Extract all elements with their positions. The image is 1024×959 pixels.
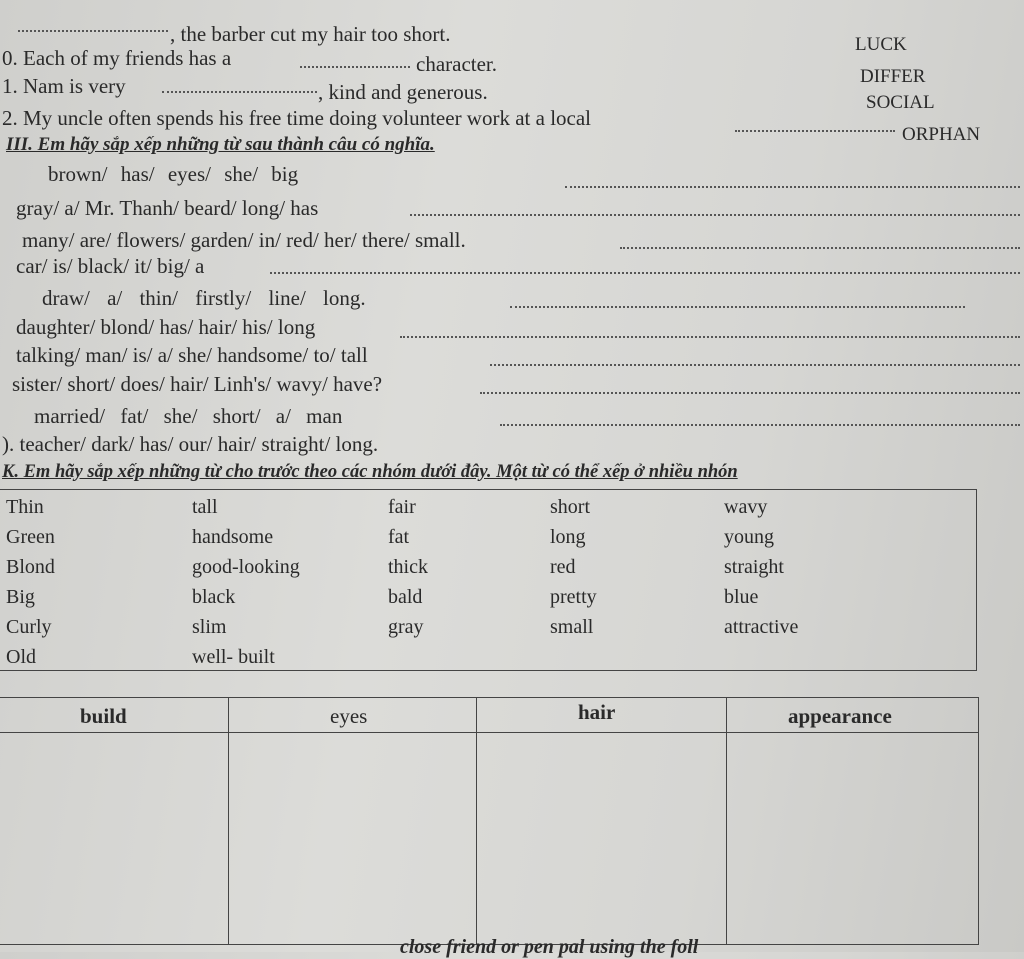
category-table: build eyes hair appearance [0, 697, 979, 945]
word-bank-item: LUCK [855, 34, 907, 55]
word: good-looking [192, 556, 300, 578]
word: wavy [724, 496, 768, 518]
word-bank-item: DIFFER [860, 66, 926, 87]
header-appearance: appearance [788, 704, 892, 728]
word: well- built [192, 646, 275, 668]
header-build: build [80, 704, 127, 728]
word: fair [388, 496, 416, 518]
word-column: short long red pretty small [550, 492, 597, 642]
word: young [724, 526, 774, 548]
header-eyes: eyes [330, 704, 368, 728]
section-heading: III. Em hãy sắp xếp những từ sau thành c… [6, 134, 435, 155]
word: tall [192, 496, 218, 518]
scramble-item: ). teacher/ dark/ has/ our/ hair/ straig… [2, 432, 379, 456]
section-heading: K. Em hãy sắp xếp những từ cho trước the… [2, 462, 738, 482]
sentence-9: , the barber cut my hair too short. [170, 22, 451, 46]
word: black [192, 586, 236, 608]
column-divider [476, 698, 477, 944]
answer-line[interactable] [410, 214, 1020, 216]
answer-line[interactable] [480, 392, 1020, 394]
word: Thin [6, 496, 44, 518]
word-column: fair fat thick bald gray [388, 492, 428, 642]
word: Old [6, 646, 36, 668]
word: pretty [550, 586, 597, 608]
sentence-11-suffix: , kind and generous. [318, 80, 488, 104]
word: short [550, 496, 590, 518]
table-header-row [0, 698, 978, 733]
answer-line[interactable] [400, 336, 1020, 338]
word: small [550, 616, 594, 638]
word: fat [388, 526, 410, 548]
word: Blond [6, 556, 55, 578]
scramble-item: brown/ has/ eyes/ she/ big [48, 162, 299, 186]
scramble-item: many/ are/ flowers/ garden/ in/ red/ her… [22, 228, 466, 252]
word: red [550, 556, 576, 578]
answer-blank[interactable] [18, 30, 168, 32]
word: bald [388, 586, 423, 608]
sentence-10-prefix: 0. Each of my friends has a [2, 46, 232, 70]
answer-line[interactable] [620, 247, 1020, 249]
sentence-11-prefix: 1. Nam is very [2, 74, 126, 98]
answer-blank[interactable] [300, 66, 410, 68]
scramble-item: married/ fat/ she/ short/ a/ man [34, 404, 343, 428]
scramble-item: car/ is/ black/ it/ big/ a [16, 254, 205, 278]
word-column: tall handsome good-looking black slim we… [192, 492, 300, 672]
word: slim [192, 616, 227, 638]
word: straight [724, 556, 784, 578]
word: Green [6, 526, 55, 548]
word: blue [724, 586, 759, 608]
word-column: wavy young straight blue attractive [724, 492, 798, 642]
column-divider [228, 698, 229, 944]
scramble-item: talking/ man/ is/ a/ she/ handsome/ to/ … [16, 343, 368, 367]
scramble-item: daughter/ blond/ has/ hair/ his/ long [16, 315, 316, 339]
next-instruction-fragment: close friend or pen pal using the foll [400, 936, 699, 958]
scramble-item: gray/ a/ Mr. Thanh/ beard/ long/ has [16, 196, 319, 220]
word: long [550, 526, 586, 548]
word: thick [388, 556, 428, 578]
word-bank-item: SOCIAL [866, 92, 935, 113]
word-bank-item: ORPHAN [902, 124, 981, 145]
answer-line[interactable] [270, 272, 1020, 274]
column-divider [726, 698, 727, 944]
word-column: Thin Green Blond Big Curly Old [6, 492, 55, 672]
word-list-box: Thin Green Blond Big Curly Old tall hand… [0, 489, 977, 671]
word: Curly [6, 616, 52, 638]
word: attractive [724, 616, 799, 638]
answer-line[interactable] [490, 364, 1020, 366]
answer-line[interactable] [500, 424, 1020, 426]
word: gray [388, 616, 424, 638]
sentence-12: 2. My uncle often spends his free time d… [2, 106, 592, 130]
scramble-item: sister/ short/ does/ hair/ Linh's/ wavy/… [12, 372, 383, 396]
answer-line[interactable] [565, 186, 1020, 188]
sentence-10-suffix: character. [416, 52, 498, 76]
answer-line[interactable] [510, 306, 965, 308]
word: handsome [192, 526, 274, 548]
scramble-item: draw/ a/ thin/ firstly/ line/ long. [42, 286, 366, 310]
answer-blank[interactable] [735, 130, 895, 132]
answer-blank[interactable] [162, 91, 317, 93]
header-hair: hair [578, 700, 616, 724]
word: Big [6, 586, 35, 608]
